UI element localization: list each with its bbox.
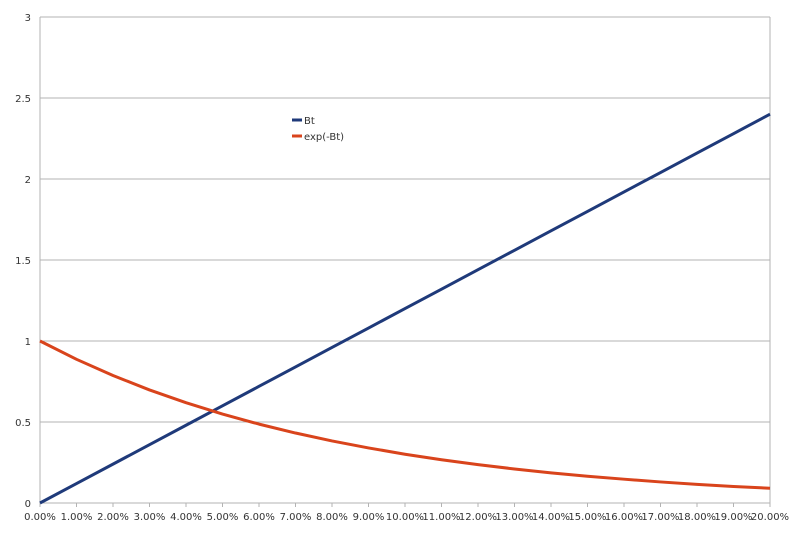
x-tick-label: 17.00%	[641, 512, 679, 523]
x-tick-label: 10.00%	[386, 512, 424, 523]
x-tick-label: 4.00%	[170, 512, 202, 523]
y-tick-label: 1	[25, 337, 31, 348]
y-tick-label: 2.5	[15, 94, 31, 105]
series-line-bt	[39, 112, 771, 505]
x-tick-label: 5.00%	[207, 512, 239, 523]
gridlines	[40, 16, 770, 504]
x-tick-label: 20.00%	[751, 512, 789, 523]
legend-label: Bt	[304, 116, 315, 127]
axes	[39, 17, 771, 507]
y-tick-label: 3	[25, 13, 31, 24]
x-tick-label: 16.00%	[605, 512, 643, 523]
y-tick-label: 0.5	[15, 418, 31, 429]
legend: Bt exp(-Bt)	[292, 116, 344, 143]
x-tick-label: 3.00%	[134, 512, 166, 523]
y-tick-label: 0	[25, 499, 31, 510]
x-tick-label: 6.00%	[243, 512, 275, 523]
x-tick-label: 2.00%	[97, 512, 129, 523]
y-tick-label: 2	[25, 175, 31, 186]
x-tick-label: 7.00%	[280, 512, 312, 523]
x-tick-label: 19.00%	[714, 512, 752, 523]
x-tick-label: 12.00%	[459, 512, 497, 523]
x-tick-label: 18.00%	[678, 512, 716, 523]
series-lines	[39, 112, 771, 505]
x-tick-label: 1.00%	[61, 512, 93, 523]
x-tick-label: 13.00%	[495, 512, 533, 523]
x-tick-label: 8.00%	[316, 512, 348, 523]
y-axis-tick-labels: 0 0.5 1 1.5 2 2.5 3	[15, 13, 31, 510]
x-axis-tick-labels: 0.00% 1.00% 2.00% 3.00% 4.00% 5.00% 6.00% 7.00%…	[24, 512, 789, 523]
x-tick-label: 15.00%	[568, 512, 606, 523]
legend-label: exp(-Bt)	[304, 132, 344, 143]
y-tick-label: 1.5	[15, 256, 31, 267]
x-tick-label: 11.00%	[422, 512, 460, 523]
x-tick-label: 0.00%	[24, 512, 56, 523]
x-tick-label: 14.00%	[532, 512, 570, 523]
series-line-exp-neg-bt	[39, 339, 771, 490]
x-tick-label: 9.00%	[353, 512, 385, 523]
